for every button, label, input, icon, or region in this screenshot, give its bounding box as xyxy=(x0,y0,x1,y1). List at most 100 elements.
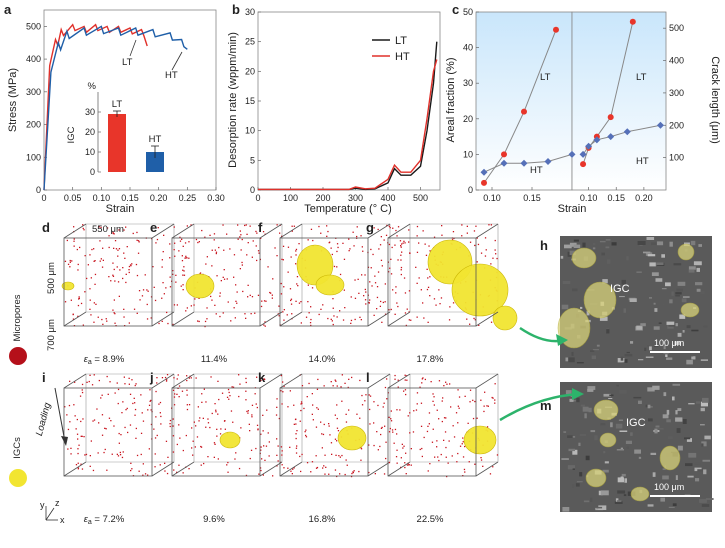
box-edge xyxy=(387,373,411,389)
micropore xyxy=(489,473,492,475)
micropore xyxy=(367,266,370,268)
micropore xyxy=(93,321,95,323)
micropore xyxy=(135,437,137,439)
c-ly-tick-label: 40 xyxy=(463,43,473,53)
micropore xyxy=(194,446,196,448)
micropore xyxy=(138,290,141,292)
sem-texture xyxy=(572,468,575,470)
sem-igc-region xyxy=(583,281,617,319)
micropore xyxy=(135,427,137,430)
micropore xyxy=(356,235,358,238)
micropore xyxy=(174,255,176,257)
micropore xyxy=(72,313,74,316)
micropore xyxy=(348,238,350,240)
volume-box-j: j xyxy=(149,370,283,477)
sem-texture xyxy=(700,407,705,412)
sem-texture xyxy=(622,359,628,363)
micropore xyxy=(368,394,370,396)
sem-texture xyxy=(623,308,626,313)
micropore xyxy=(160,415,162,418)
micropore xyxy=(77,269,79,271)
micropore xyxy=(147,290,149,292)
micropore xyxy=(406,308,408,310)
micropore xyxy=(123,376,125,378)
micropore xyxy=(431,441,434,443)
micropore xyxy=(345,421,348,423)
micropore xyxy=(94,283,96,285)
micropore xyxy=(396,462,398,464)
micropore xyxy=(213,442,216,444)
micropore xyxy=(443,439,445,441)
micropore xyxy=(222,224,224,226)
igc-blob xyxy=(61,281,75,291)
micropore xyxy=(440,453,442,456)
micropore xyxy=(466,225,468,227)
micropore xyxy=(483,410,485,413)
micropore xyxy=(178,464,180,466)
sem-texture xyxy=(648,418,653,422)
sem-texture xyxy=(688,266,696,270)
micropore xyxy=(84,255,86,257)
micropore xyxy=(251,416,253,418)
c-ry-tick-label: 300 xyxy=(669,88,684,98)
micropore xyxy=(322,304,324,306)
micropore xyxy=(328,473,330,475)
micropore xyxy=(361,394,363,397)
micropore xyxy=(80,420,82,423)
sem-texture xyxy=(647,345,650,347)
micropore xyxy=(395,456,398,458)
micropore xyxy=(255,230,257,233)
micropore xyxy=(67,428,70,431)
sem-texture xyxy=(672,503,677,507)
micropore xyxy=(150,399,152,402)
sem-texture xyxy=(693,261,702,266)
micropore xyxy=(276,454,278,456)
sem-texture xyxy=(590,430,596,433)
micropore xyxy=(401,443,403,445)
micropore xyxy=(203,388,205,390)
micropore xyxy=(495,253,497,255)
micropore xyxy=(296,276,299,278)
micropore xyxy=(306,396,308,398)
sem-texture xyxy=(679,314,686,319)
sem-igc-region xyxy=(680,302,700,318)
micropore xyxy=(388,243,391,246)
micropore xyxy=(438,380,441,382)
box-edge xyxy=(367,373,391,389)
micropore xyxy=(131,263,133,265)
micropore xyxy=(282,381,284,383)
sem-texture xyxy=(646,237,655,240)
micropore xyxy=(91,384,94,386)
micropore xyxy=(449,383,451,385)
micropore xyxy=(181,390,184,392)
micropore xyxy=(374,282,377,284)
micropore xyxy=(201,229,203,232)
micropore xyxy=(245,224,247,226)
micropore xyxy=(223,278,226,280)
micropore xyxy=(128,322,130,324)
micropore xyxy=(114,313,116,315)
micropore xyxy=(371,285,373,287)
micropore xyxy=(348,409,350,411)
micropore xyxy=(402,242,404,244)
sem-texture xyxy=(696,357,704,359)
micropore xyxy=(239,268,241,270)
micropore xyxy=(381,265,383,267)
micropore xyxy=(359,379,361,382)
micropore xyxy=(156,238,159,241)
micropore xyxy=(98,422,100,424)
c-left-ht-point xyxy=(520,159,528,167)
micropore xyxy=(492,466,494,468)
micropore xyxy=(211,265,213,267)
micropore xyxy=(420,402,423,404)
micropore xyxy=(101,414,104,416)
micropore xyxy=(376,431,378,433)
micropore xyxy=(153,428,155,430)
micropore xyxy=(396,235,398,237)
micropore xyxy=(322,467,324,469)
micropore xyxy=(452,425,454,427)
micropore xyxy=(291,230,293,232)
micropore xyxy=(240,249,242,251)
micropore xyxy=(163,293,165,295)
